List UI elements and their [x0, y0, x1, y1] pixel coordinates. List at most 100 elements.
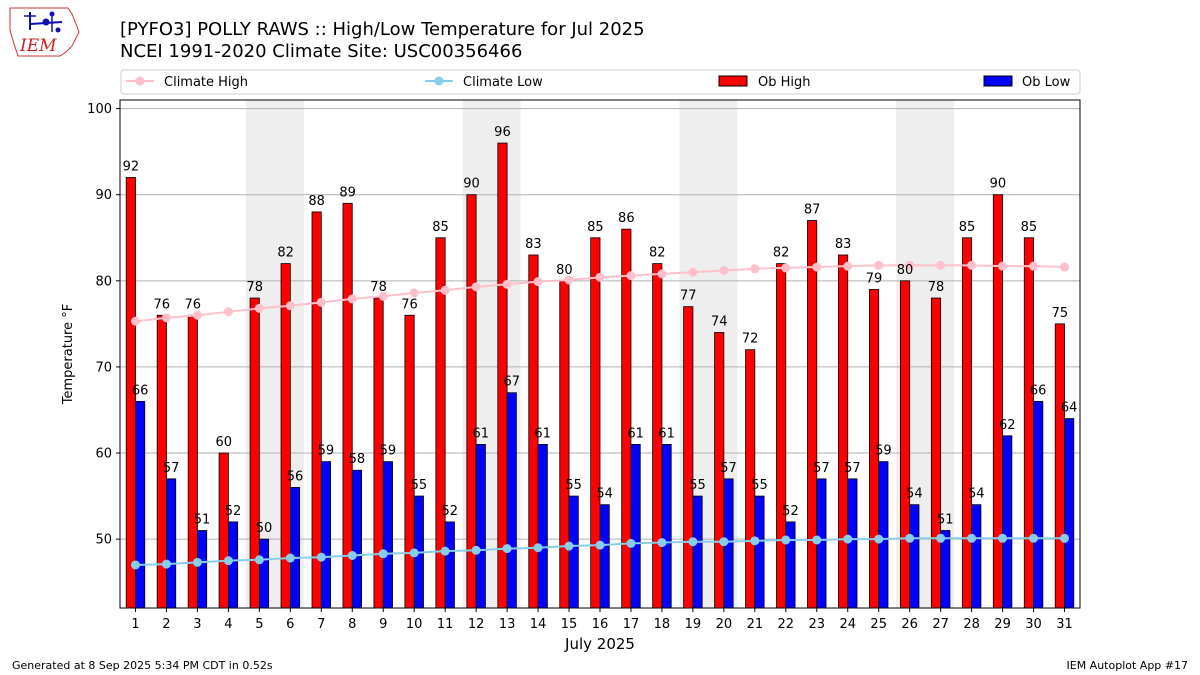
label-ob-low-31: 64: [1061, 401, 1078, 416]
bar-ob-high-30: [1023, 237, 1034, 609]
bar-ob-low-16: [599, 504, 610, 609]
marker-climate-low-23: [812, 535, 822, 545]
marker-climate-high-13: [502, 279, 512, 289]
label-ob-low-9: 59: [380, 444, 397, 459]
label-ob-low-14: 61: [534, 426, 551, 441]
label-ob-low-25: 59: [875, 444, 892, 459]
marker-climate-low-29: [998, 533, 1008, 543]
logo-text: IEM: [19, 36, 57, 56]
label-ob-high-1: 92: [123, 159, 140, 174]
marker-climate-high-30: [1029, 261, 1039, 271]
x-tick-label-1: 1: [131, 617, 139, 632]
bar-ob-high-28: [961, 237, 973, 609]
marker-climate-high-26: [905, 260, 915, 270]
bar-ob-high-23: [807, 220, 818, 609]
x-axis: 1 2 3 4 5 6 7 8 9 10 11 12 13 14 15 16 17 18 19 20 21 22 23 24 2…: [131, 608, 1073, 632]
label-ob-low-11: 52: [442, 504, 459, 519]
marker-climate-low-13: [502, 544, 512, 554]
label-ob-high-13: 96: [494, 125, 511, 140]
bars: [125, 142, 1075, 609]
marker-climate-high-11: [440, 285, 450, 295]
bar-ob-low-15: [568, 495, 579, 609]
label-ob-low-6: 56: [287, 469, 304, 484]
marker-climate-high-4: [223, 307, 233, 317]
bar-ob-high-4: [218, 452, 229, 609]
legend-climate-high-marker: [135, 76, 145, 86]
marker-climate-high-20: [719, 265, 729, 275]
x-tick-label-3: 3: [193, 617, 201, 632]
bar-ob-low-5: [258, 538, 270, 609]
weather-station-icon: [24, 11, 63, 33]
marker-climate-low-9: [378, 549, 388, 559]
label-ob-high-24: 83: [835, 237, 852, 252]
bar-ob-low-29: [1002, 435, 1013, 609]
bar-ob-low-4: [227, 521, 239, 609]
legend-frame: [120, 69, 1081, 95]
x-tick-label-25: 25: [870, 617, 887, 632]
legend-entry-ob-high: Ob High: [718, 75, 811, 90]
label-ob-high-3: 76: [185, 297, 202, 312]
legend-climate-low-label: Climate Low: [463, 75, 543, 90]
marker-climate-high-8: [347, 294, 357, 304]
marker-climate-low-4: [223, 556, 233, 566]
x-tick-label-18: 18: [654, 617, 671, 632]
x-tick-label-23: 23: [809, 617, 826, 632]
marker-climate-low-18: [657, 538, 667, 548]
marker-climate-high-29: [998, 261, 1008, 271]
marker-climate-high-27: [936, 260, 946, 270]
footer-app: IEM Autoplot App #17: [1067, 659, 1189, 672]
marker-climate-high-23: [812, 262, 822, 272]
marker-climate-low-19: [688, 537, 698, 547]
x-axis-label: July 2025: [564, 635, 635, 653]
legend-ob-high-label: Ob High: [758, 75, 811, 90]
marker-climate-low-15: [564, 541, 574, 551]
label-ob-low-1: 66: [132, 383, 149, 398]
bar-ob-high-12: [466, 194, 477, 609]
label-ob-low-29: 62: [999, 418, 1016, 433]
y-tick-label-70: 70: [95, 360, 112, 375]
y-tick-label-100: 100: [87, 102, 112, 117]
label-ob-low-16: 54: [596, 487, 613, 502]
marker-climate-low-1: [130, 560, 140, 570]
bar-ob-low-31: [1064, 418, 1075, 609]
x-tick-label-16: 16: [592, 617, 609, 632]
marker-climate-low-2: [161, 559, 171, 569]
label-ob-high-9: 78: [370, 280, 387, 295]
marker-climate-low-17: [626, 538, 636, 548]
label-ob-high-11: 85: [432, 220, 449, 235]
marker-climate-low-12: [471, 545, 481, 555]
bar-ob-high-22: [776, 263, 787, 609]
x-tick-label-14: 14: [530, 617, 547, 632]
label-ob-high-7: 88: [308, 194, 325, 209]
label-ob-high-5: 78: [246, 280, 263, 295]
bar-ob-high-7: [311, 211, 322, 609]
bar-ob-high-19: [683, 306, 694, 609]
marker-climate-low-21: [750, 536, 760, 546]
x-tick-label-28: 28: [963, 617, 980, 632]
x-tick-label-31: 31: [1056, 617, 1073, 632]
bar-ob-high-27: [930, 297, 942, 609]
climate-lines: [130, 260, 1070, 570]
label-ob-low-21: 55: [751, 478, 768, 493]
label-ob-low-13: 67: [503, 375, 520, 390]
label-ob-low-3: 51: [194, 513, 211, 528]
label-ob-low-17: 61: [627, 426, 644, 441]
legend-ob-high-swatch: [718, 75, 748, 87]
marker-climate-high-24: [843, 261, 853, 271]
legend-ob-low-swatch: [983, 75, 1013, 87]
label-ob-low-5: 50: [256, 521, 273, 536]
label-ob-high-31: 75: [1052, 306, 1069, 321]
legend: Climate High Climate Low Ob High Ob Low: [120, 69, 1081, 95]
bar-ob-high-16: [590, 237, 601, 609]
label-ob-high-26: 80: [897, 263, 914, 278]
marker-climate-high-1: [130, 316, 140, 326]
x-tick-label-22: 22: [778, 617, 795, 632]
bar-ob-low-19: [692, 495, 703, 609]
x-tick-label-24: 24: [839, 617, 856, 632]
marker-climate-low-28: [967, 533, 977, 543]
marker-climate-high-31: [1060, 262, 1070, 272]
bar-ob-low-30: [1033, 400, 1044, 609]
label-ob-high-18: 82: [649, 246, 666, 261]
bar-ob-low-13: [506, 392, 517, 609]
